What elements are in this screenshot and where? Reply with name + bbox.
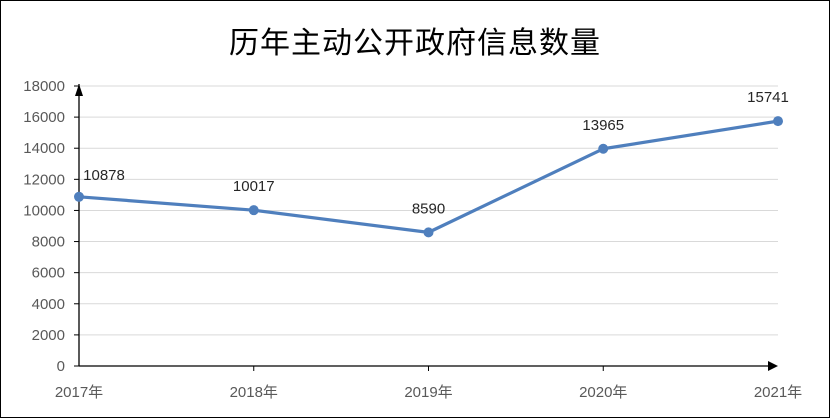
y-tick-label: 16000 <box>23 109 65 126</box>
y-tick-label: 12000 <box>23 171 65 188</box>
data-label: 10017 <box>233 178 275 195</box>
y-tick-labels: 0 2000 4000 6000 8000 10000 12000 14000 16000 180… <box>23 78 65 375</box>
data-point <box>248 205 259 216</box>
data-label: 13965 <box>582 117 624 134</box>
y-tick-label: 4000 <box>32 296 65 313</box>
y-tick-label: 6000 <box>32 265 65 282</box>
data-point <box>773 116 783 127</box>
y-tick-label: 10000 <box>23 202 65 219</box>
x-axis-arrow <box>768 361 778 371</box>
y-axis-arrow <box>75 84 83 96</box>
chart-title: 历年主动公开政府信息数量 <box>229 26 601 61</box>
y-tick-label: 14000 <box>23 140 65 157</box>
data-point <box>74 191 84 202</box>
data-label: 15741 <box>747 89 789 106</box>
data-labels: 10878 10017 8590 13965 15741 <box>83 89 789 217</box>
data-label: 8590 <box>412 200 445 217</box>
data-point <box>423 227 434 238</box>
x-tick-label: 2021年 <box>754 384 802 401</box>
data-label: 10878 <box>83 167 125 184</box>
y-tick-label: 18000 <box>23 78 65 95</box>
y-tick-label: 8000 <box>32 234 65 251</box>
data-point <box>598 143 609 154</box>
x-tick-label: 2017年 <box>55 384 103 401</box>
x-tick-label: 2018年 <box>230 384 278 401</box>
x-tick-label: 2020年 <box>579 384 627 401</box>
y-tick-label: 0 <box>57 358 65 375</box>
x-tick-label: 2019年 <box>404 384 452 401</box>
y-tick-label: 2000 <box>32 327 65 344</box>
series <box>74 116 783 238</box>
x-tick-labels: 2017年 2018年 2019年 2020年 2021年 <box>55 366 802 401</box>
axes <box>75 84 778 371</box>
gridlines <box>74 85 778 367</box>
